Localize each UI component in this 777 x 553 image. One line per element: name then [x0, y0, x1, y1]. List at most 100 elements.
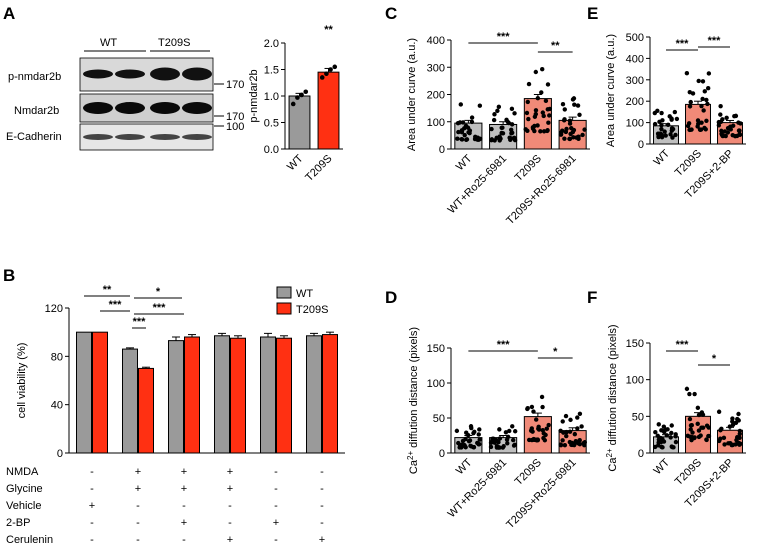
data-point: [563, 129, 569, 135]
treatment-row-label: Glycine: [6, 483, 43, 495]
data-point: [539, 394, 545, 400]
data-point: [466, 438, 472, 444]
significance-label: *: [156, 286, 161, 298]
y-tick-label: 0: [638, 448, 644, 460]
data-point: [540, 110, 546, 115]
data-point: [730, 422, 736, 428]
treatment-sign: -: [274, 466, 278, 478]
data-point: [577, 411, 583, 417]
treatment-row-label: NMDA: [6, 466, 39, 478]
y-axis-label: Ca2+ diffution distance (pixels): [406, 327, 421, 474]
treatment-sign: -: [90, 483, 94, 495]
x-tick-label: WT: [454, 456, 475, 477]
x-tick-label: T209S+Ro25-6981: [504, 153, 578, 227]
data-point: [684, 71, 690, 76]
data-point: [526, 81, 532, 87]
data-point: [700, 96, 705, 102]
data-point: [534, 417, 539, 422]
y-tick-label: 500: [626, 32, 644, 44]
data-point: [673, 132, 678, 138]
significance-label: **: [551, 40, 560, 52]
data-point: [497, 436, 503, 441]
data-point: [319, 75, 325, 80]
y-tick-label: 200: [427, 90, 445, 102]
data-point: [669, 430, 674, 436]
y-tick-label: 0.0: [264, 144, 279, 156]
data-point: [562, 442, 568, 448]
data-point: [722, 442, 727, 447]
blot-band: [115, 102, 145, 114]
bar: [92, 331, 108, 454]
significance-label: ***: [676, 38, 690, 50]
data-point: [467, 130, 472, 136]
y-tick-label: 80: [51, 351, 63, 363]
data-point: [733, 134, 738, 139]
data-point: [689, 127, 694, 132]
data-point: [458, 102, 463, 107]
data-point: [718, 103, 723, 109]
y-axis-label: Area under curve (a.u.): [406, 38, 418, 151]
data-point: [668, 132, 673, 137]
data-point: [736, 440, 742, 446]
y-tick-label: 300: [427, 62, 445, 74]
data-point: [561, 430, 566, 435]
data-point: [737, 128, 742, 133]
data-point: [510, 424, 515, 429]
data-point: [544, 426, 549, 431]
data-point: [567, 121, 573, 126]
data-point: [687, 104, 693, 109]
y-tick-label: 150: [626, 338, 644, 350]
blot-marker-3: 100: [226, 121, 244, 133]
data-point: [659, 439, 664, 445]
data-point: [560, 102, 566, 107]
treatment-sign: -: [228, 500, 232, 512]
data-point: [558, 442, 564, 448]
data-point: [477, 427, 482, 432]
y-tick-label: 100: [427, 117, 445, 129]
y-tick-label: 0: [439, 144, 445, 156]
data-point: [695, 124, 700, 129]
data-point: [724, 115, 729, 120]
blot-band: [150, 102, 180, 114]
data-point: [476, 432, 481, 437]
data-point: [718, 428, 723, 433]
data-point: [540, 428, 545, 433]
data-point: [303, 89, 309, 95]
data-point: [655, 108, 660, 114]
data-point: [669, 116, 674, 121]
data-point: [508, 127, 514, 133]
data-point: [699, 425, 704, 430]
data-point: [700, 412, 706, 417]
data-point: [568, 417, 573, 423]
data-point: [475, 440, 480, 446]
data-point: [688, 427, 693, 432]
data-point: [492, 112, 497, 117]
data-point: [497, 138, 502, 143]
data-point: [509, 106, 515, 112]
y-tick-label: 300: [626, 75, 644, 87]
data-point: [706, 71, 712, 76]
data-point: [524, 110, 530, 116]
treatment-sign: -: [320, 483, 324, 495]
treatment-sign: +: [227, 534, 233, 546]
data-point: [721, 435, 727, 441]
data-point: [659, 444, 665, 450]
treatment-sign: -: [182, 500, 186, 512]
data-point: [704, 423, 710, 428]
legend-swatch: [276, 302, 292, 315]
blot-band: [115, 134, 145, 140]
data-point: [687, 391, 692, 397]
blot-group-wt: WT: [100, 37, 117, 49]
data-point: [459, 137, 464, 142]
data-point: [725, 125, 731, 131]
data-point: [492, 437, 497, 442]
data-point: [668, 435, 673, 440]
significance-label: ***: [676, 339, 690, 351]
treatment-sign: -: [136, 500, 140, 512]
data-point: [571, 135, 576, 140]
data-point: [701, 108, 706, 113]
panel-label-c: C: [385, 4, 397, 23]
treatment-sign: -: [274, 534, 278, 546]
significance-label: ***: [497, 31, 511, 43]
